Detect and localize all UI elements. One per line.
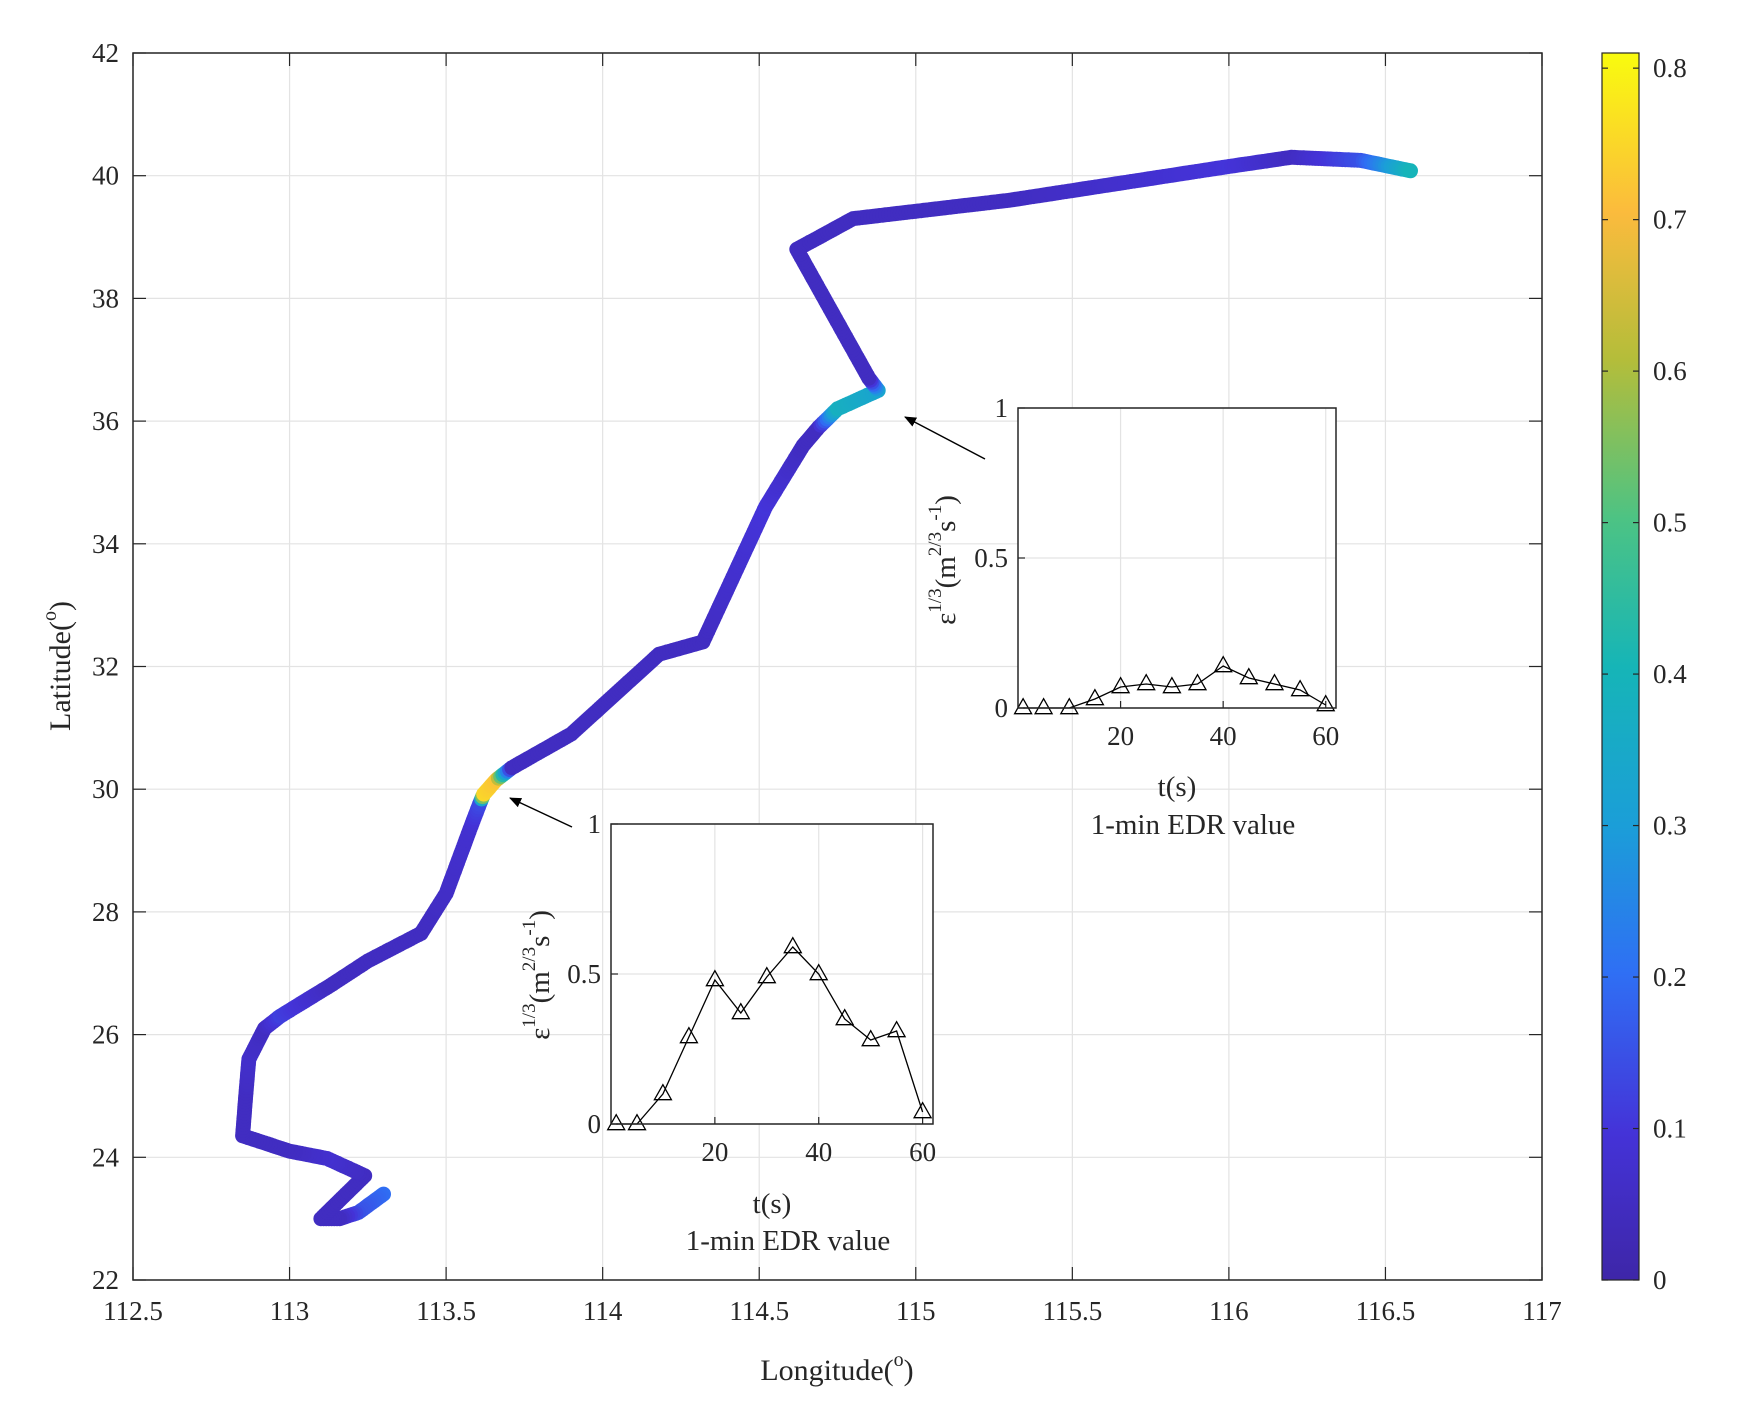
x-tick-label: 114.5 bbox=[729, 1296, 789, 1326]
inset-x-tick-label: 60 bbox=[909, 1137, 936, 1167]
x-tick-label: 115.5 bbox=[1042, 1296, 1102, 1326]
y-tick-label: 36 bbox=[92, 406, 119, 436]
inset-lower-ylabel: ε1/3(m2/3s-1) bbox=[519, 910, 556, 1040]
triangle-marker bbox=[1239, 667, 1259, 685]
inset-y-tick-label: 0 bbox=[995, 693, 1009, 723]
y-tick-label: 40 bbox=[92, 161, 119, 191]
x-tick-label: 116 bbox=[1209, 1296, 1249, 1326]
triangle-marker bbox=[1059, 697, 1079, 715]
triangle-marker bbox=[912, 1101, 933, 1119]
inset-upper: 20 40 60 0 0.5 1 t(s) 1-min EDR value ε1/3(m2… bbox=[925, 393, 1339, 841]
y-tick-label: 24 bbox=[92, 1142, 120, 1172]
triangle-marker bbox=[1110, 676, 1131, 694]
y-tick-label: 26 bbox=[92, 1020, 119, 1050]
inset-upper-series bbox=[1013, 655, 1336, 715]
main-plot-frame bbox=[132, 52, 1543, 1281]
inset-upper-ylabel: ε1/3(m2/3s-1) bbox=[925, 495, 962, 625]
colorbar-ticks: 0 0.1 0.2 0.3 0.4 0.5 0.6 0.7 0.8 bbox=[1602, 53, 1687, 1295]
colorbar-tick-label: 0.2 bbox=[1653, 962, 1687, 992]
series-line bbox=[616, 946, 924, 1125]
inset-x-tick-label: 40 bbox=[1210, 721, 1237, 751]
y-tick-label: 28 bbox=[92, 897, 119, 927]
colorbar: 0 0.1 0.2 0.3 0.4 0.5 0.6 0.7 0.8 bbox=[1601, 52, 1687, 1295]
triangle-marker bbox=[1187, 673, 1208, 691]
x-tick-label: 115 bbox=[896, 1296, 936, 1326]
triangle-marker bbox=[705, 969, 725, 987]
inset-upper-title: 1-min EDR value bbox=[1091, 809, 1296, 841]
inset-y-tick-label: 0.5 bbox=[974, 543, 1008, 573]
inset-upper-ticks: 20 40 60 0 0.5 1 bbox=[974, 393, 1339, 751]
triangle-marker bbox=[809, 963, 829, 981]
track-point bbox=[1402, 163, 1418, 179]
y-tick-label: 38 bbox=[92, 283, 119, 313]
inset-y-tick-label: 1 bbox=[995, 393, 1009, 423]
x-tick-label: 116.5 bbox=[1356, 1296, 1416, 1326]
inset-x-tick-label: 60 bbox=[1312, 721, 1339, 751]
annotation-arrow-upper bbox=[904, 416, 986, 460]
colorbar-tick-label: 0.6 bbox=[1653, 356, 1687, 386]
inset-lower-series bbox=[606, 936, 933, 1131]
triangle-marker bbox=[1013, 697, 1033, 715]
y-tick-label: 32 bbox=[92, 652, 119, 682]
y-tick-label: 30 bbox=[92, 774, 119, 804]
x-axis-label: Longitude(o) bbox=[760, 1349, 913, 1387]
inset-lower-ticks: 20 40 60 0 0.5 1 bbox=[567, 809, 936, 1167]
inset-x-tick-label: 20 bbox=[701, 1137, 728, 1167]
inset-y-tick-label: 0 bbox=[588, 1109, 602, 1139]
inset-y-tick-label: 0.5 bbox=[567, 959, 601, 989]
colorbar-gradient bbox=[1601, 52, 1640, 1281]
colorbar-tick-label: 0.7 bbox=[1653, 205, 1687, 235]
colorbar-tick-label: 0.8 bbox=[1653, 53, 1687, 83]
inset-x-tick-label: 40 bbox=[805, 1137, 832, 1167]
triangle-marker bbox=[1162, 676, 1182, 694]
inset-x-tick-label: 20 bbox=[1107, 721, 1134, 751]
inset-lower: 20 40 60 0 0.5 1 t(s) 1-min EDR value ε1/3(m2… bbox=[519, 809, 936, 1257]
x-tick-label: 113 bbox=[270, 1296, 310, 1326]
triangle-marker bbox=[606, 1113, 626, 1131]
colorbar-tick-label: 0 bbox=[1653, 1265, 1667, 1295]
triangle-marker bbox=[1213, 655, 1233, 673]
inset-y-tick-label: 1 bbox=[588, 809, 602, 839]
x-tick-label: 114 bbox=[583, 1296, 623, 1326]
triangle-marker bbox=[627, 1113, 647, 1131]
triangle-marker bbox=[835, 1008, 855, 1026]
y-tick-label: 22 bbox=[92, 1265, 119, 1295]
y-axis-label: Latitude(o) bbox=[39, 601, 77, 731]
main-ticks: 112.5 113 113.5 114 114.5 115 115.5 116 116.5 117… bbox=[92, 38, 1562, 1326]
inset-lower-title: 1-min EDR value bbox=[686, 1225, 891, 1257]
colorbar-tick-label: 0.4 bbox=[1653, 659, 1687, 689]
triangle-marker bbox=[757, 966, 777, 984]
inset-lower-xlabel: t(s) bbox=[753, 1188, 792, 1220]
triangle-marker bbox=[783, 936, 803, 954]
triangle-marker bbox=[731, 1002, 751, 1020]
colorbar-tick-label: 0.5 bbox=[1653, 508, 1687, 538]
triangle-marker bbox=[1290, 679, 1310, 697]
y-tick-label: 34 bbox=[92, 529, 120, 559]
flight-track bbox=[235, 149, 1418, 1227]
triangle-marker bbox=[1136, 673, 1156, 691]
triangle-marker bbox=[1264, 673, 1285, 691]
x-tick-label: 112.5 bbox=[103, 1296, 163, 1326]
triangle-marker bbox=[1085, 688, 1105, 706]
x-tick-label: 113.5 bbox=[416, 1296, 476, 1326]
main-plot: 112.5 113 113.5 114 114.5 115 115.5 116 116.5 117… bbox=[39, 38, 1562, 1387]
triangle-marker bbox=[886, 1020, 907, 1038]
colorbar-tick-label: 0.3 bbox=[1653, 811, 1687, 841]
x-tick-label: 117 bbox=[1522, 1296, 1562, 1326]
inset-lower-frame bbox=[610, 823, 934, 1125]
triangle-marker bbox=[1316, 694, 1336, 712]
triangle-marker bbox=[653, 1083, 673, 1101]
triangle-marker bbox=[861, 1029, 881, 1047]
y-tick-label: 42 bbox=[92, 38, 119, 68]
colorbar-tick-label: 0.1 bbox=[1653, 1114, 1687, 1144]
annotation-arrow-lower bbox=[509, 797, 573, 828]
triangle-marker bbox=[679, 1026, 699, 1044]
triangle-marker bbox=[1033, 697, 1054, 715]
inset-upper-xlabel: t(s) bbox=[1158, 771, 1197, 803]
inset-upper-frame bbox=[1017, 407, 1337, 709]
